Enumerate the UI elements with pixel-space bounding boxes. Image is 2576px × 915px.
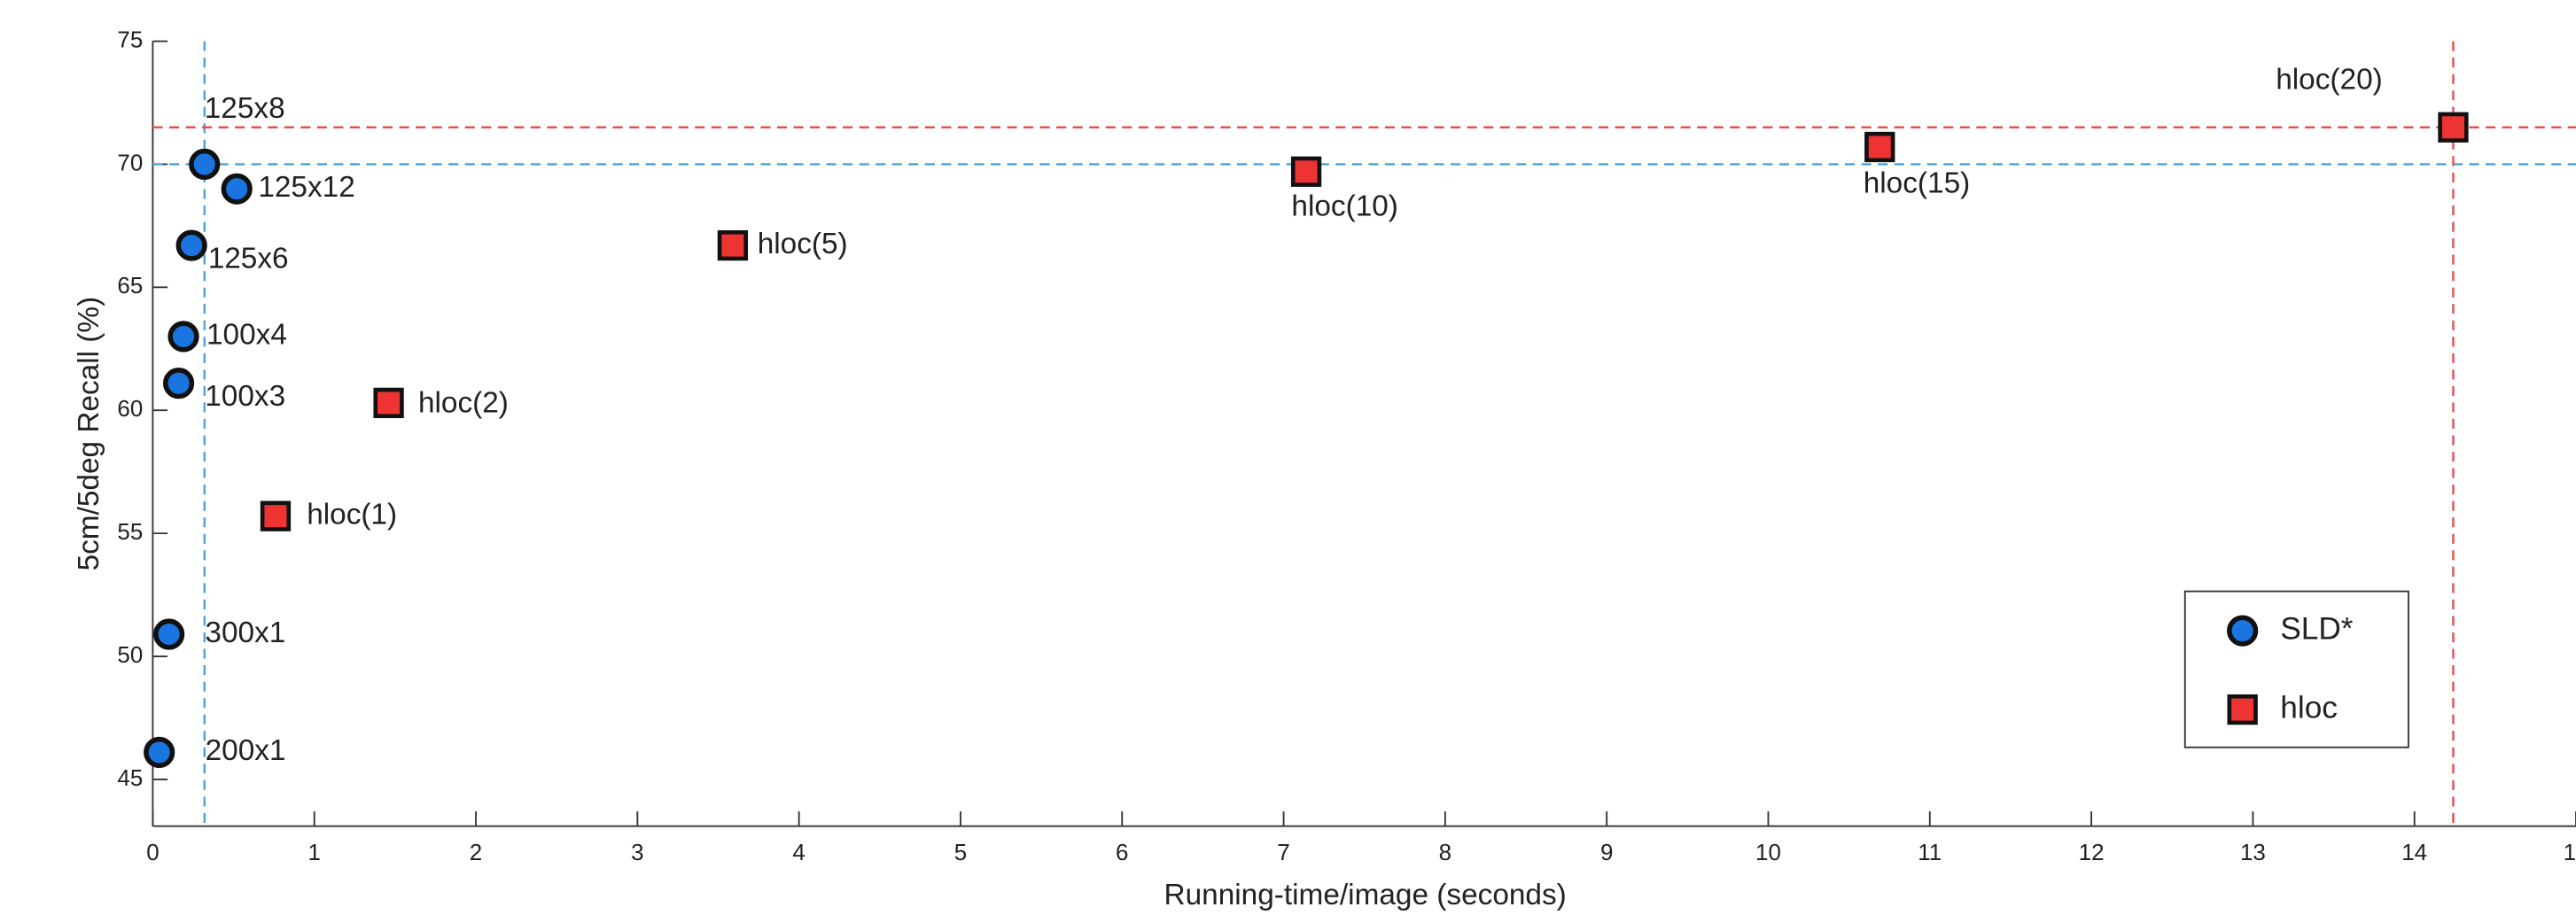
x-tick-label: 1 — [308, 841, 321, 865]
x-tick-label: 13 — [2240, 841, 2266, 865]
y-axis-label: 5cm/5deg Recall (%) — [73, 297, 105, 571]
x-tick-label: 3 — [631, 841, 643, 865]
point-label: hloc(20) — [2276, 64, 2383, 97]
x-tick-label: 8 — [1439, 841, 1451, 865]
point-label: hloc(15) — [1864, 167, 1971, 199]
x-tick-label: 10 — [1755, 841, 1781, 865]
y-tick-label: 55 — [117, 520, 143, 545]
y-tick-label: 50 — [117, 643, 143, 668]
point-label: 100x4 — [206, 319, 287, 352]
point-label: hloc(1) — [307, 498, 397, 531]
y-tick-label: 65 — [117, 274, 143, 299]
x-tick-label: 4 — [792, 841, 805, 865]
sld-point — [166, 370, 192, 397]
x-axis-label: Running-time/image (seconds) — [1164, 879, 1567, 911]
hloc-point — [1866, 134, 1893, 160]
hloc-point — [1293, 159, 1319, 185]
x-tick-label: 12 — [2079, 841, 2105, 865]
point-label: 100x3 — [205, 380, 285, 413]
x-tick-label: 2 — [470, 841, 482, 865]
x-tick-label: 6 — [1116, 841, 1128, 865]
hloc-point — [720, 232, 746, 259]
y-tick-label: 70 — [117, 151, 143, 175]
point-label: hloc(5) — [758, 228, 848, 260]
hloc-point — [2440, 114, 2467, 141]
sld-point — [156, 621, 183, 647]
hloc-point — [262, 503, 289, 530]
x-tick-label: 11 — [1918, 841, 1942, 865]
y-tick-label: 60 — [117, 397, 143, 422]
point-label: hloc(2) — [418, 387, 509, 420]
x-tick-label: 15 — [2564, 841, 2576, 865]
x-tick-label: 5 — [954, 841, 967, 865]
x-tick-label: 14 — [2401, 841, 2427, 865]
legend-label: SLD* — [2280, 611, 2354, 646]
y-tick-label: 45 — [117, 766, 143, 791]
x-tick-label: 7 — [1277, 841, 1289, 865]
sld-point — [191, 151, 218, 178]
legend-label: hloc — [2280, 690, 2338, 725]
chart: Running-time/image (seconds) 5cm/5deg Re… — [0, 0, 2576, 915]
hloc-point — [376, 390, 402, 416]
x-tick-label: 9 — [1600, 841, 1613, 865]
sld-point — [146, 740, 173, 766]
point-label: hloc(10) — [1291, 190, 1398, 222]
sld-point — [170, 323, 197, 350]
legend-marker — [2230, 696, 2256, 723]
sld-point — [223, 175, 250, 202]
point-label: 125x8 — [205, 92, 285, 125]
x-tick-label: 0 — [146, 841, 159, 865]
point-label: 300x1 — [205, 616, 285, 649]
sld-point — [178, 232, 205, 259]
point-label: 125x12 — [258, 171, 354, 204]
legend-marker — [2230, 617, 2256, 644]
point-label: 200x1 — [206, 734, 286, 767]
point-label: 125x6 — [208, 243, 289, 275]
y-tick-label: 75 — [117, 27, 143, 52]
